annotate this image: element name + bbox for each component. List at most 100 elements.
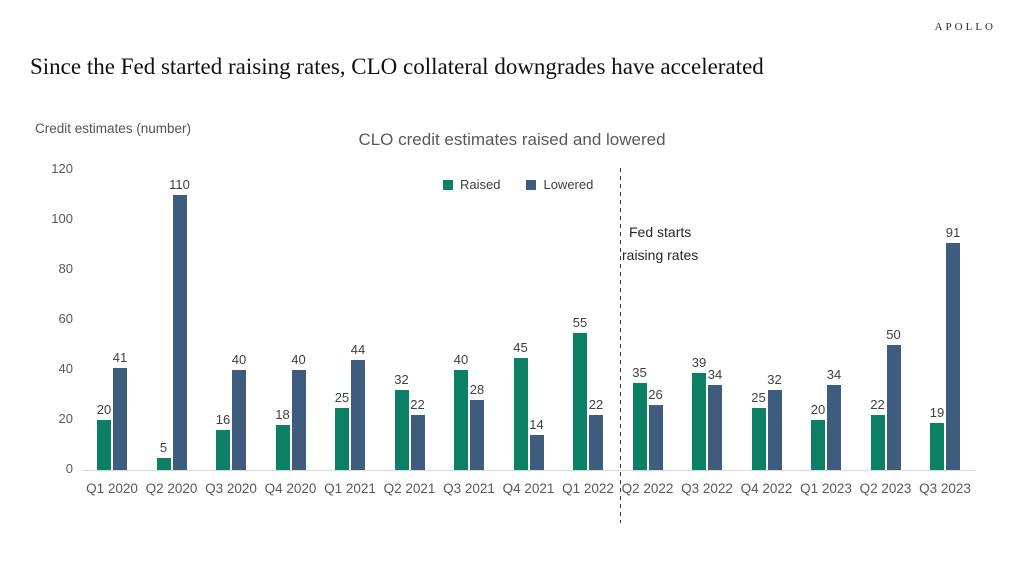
legend-swatch-lowered [526,179,537,190]
bar-value-label: 18 [275,407,290,422]
bar-group: 20 41 Q1 2020 [86,170,138,497]
apollo-logo: APOLLO [934,21,996,33]
bar-value-label: 5 [159,439,168,455]
fed-hike-divider-dashed-line [620,168,621,523]
chart-title: CLO credit estimates raised and lowered [358,130,666,149]
bar-group: 32 22 Q2 2021 [384,170,436,496]
bar-raised [870,415,885,470]
bar-lowered [886,345,901,470]
bar-lowered [589,415,603,470]
bar-value-label: 22 [870,397,885,412]
bar-raised [156,457,171,470]
bar-value-label: 22 [588,397,604,412]
bar-raised [811,420,825,470]
bar-value-label: 41 [112,349,128,365]
bar-raised [573,332,587,470]
x-tick-label: Q1 2020 [86,481,138,496]
bar-value-label: 32 [394,372,409,387]
fed-annotation-line1: Fed starts [629,224,692,240]
bar-group: 55 22 Q1 2022 [562,170,614,497]
x-tick-label: Q2 2020 [145,481,198,496]
bar-value-label: 19 [929,404,945,420]
x-tick-label: Q1 2023 [800,481,852,496]
bar-value-label: 50 [886,327,901,342]
y-tick-label: 0 [65,461,73,476]
legend-swatch-raised [443,179,453,190]
bar-group: 40 28 Q3 2021 [443,170,495,496]
bar-value-label: 44 [350,342,366,357]
x-tick-label: Q3 2022 [681,481,733,496]
bar-raised [692,372,706,470]
bar-value-label: 34 [707,367,723,382]
bar-value-label: 40 [291,352,306,367]
fed-annotation: Fed starts raising rates [622,221,698,266]
bar-group: 25 32 Q4 2022 [741,170,793,496]
bar-value-label: 110 [169,177,190,192]
x-tick-label: Q3 2023 [919,481,971,496]
bar-value-label: 26 [648,387,663,402]
x-tick-label: Q4 2022 [740,481,793,496]
bar-raised [275,425,290,470]
bar-lowered [410,415,425,470]
bar-group: 25 44 Q1 2021 [324,170,376,496]
plot-area: 20 41 Q1 2020 5 110 Q2 2020 16 40 Q3 2020 18 40 Q4 … [82,170,975,497]
x-tick-label: Q2 2023 [859,481,912,496]
bar-group: 19 91 Q3 2023 [919,170,971,497]
x-tick-label: Q4 2020 [264,481,317,496]
bar-lowered [232,370,246,470]
x-tick-label: Q2 2021 [383,481,436,496]
bar-value-label: 22 [410,397,425,412]
bar-raised [930,422,944,470]
bar-raised [751,407,766,470]
bar-value-label: 35 [632,364,647,380]
y-tick-label: 20 [58,411,73,426]
y-tick-label: 40 [58,361,73,376]
x-tick-label: Q3 2021 [443,481,495,496]
bar-value-label: 28 [469,382,485,397]
bar-value-label: 14 [529,417,544,432]
bar-group: 20 34 Q1 2023 [800,170,852,496]
bar-value-label: 39 [691,354,707,370]
bar-value-label: 34 [826,367,842,382]
bar-raised [97,420,111,470]
legend-item-lowered: Lowered [526,177,593,192]
bar-value-label: 25 [751,389,766,405]
x-axis-line [82,470,975,471]
bar-lowered [351,360,365,470]
y-tick-label: 60 [58,311,73,326]
bar-group: 22 50 Q2 2023 [860,170,912,496]
page-title: Since the Fed started raising rates, CLO… [30,54,764,79]
bar-lowered [172,195,187,470]
bar-value-label: 55 [572,314,588,330]
legend-label-raised: Raised [460,177,501,192]
bar-lowered [708,385,722,470]
bar-value-label: 45 [513,339,528,355]
y-axis-unit-label: Credit estimates (number) [35,121,192,136]
y-tick-label: 80 [58,261,73,276]
bar-lowered [470,400,484,470]
bar-lowered [827,385,841,470]
bar-lowered [946,242,960,470]
bar-lowered [113,367,127,470]
legend-label-lowered: Lowered [543,177,594,192]
bar-lowered [291,370,306,470]
bar-raised [335,407,349,470]
bar-group: 16 40 Q3 2020 [205,170,257,496]
bar-value-label: 40 [453,352,469,367]
bar-raised [216,430,230,470]
x-tick-label: Q1 2021 [324,481,376,496]
y-tick-label: 120 [51,161,73,176]
legend-item-raised: Raised [443,177,500,192]
x-tick-label: Q4 2021 [502,481,555,496]
x-tick-label: Q1 2022 [562,481,614,496]
bar-raised [454,370,468,470]
bar-raised [632,382,647,470]
bar-lowered [767,390,782,470]
fed-annotation-line2: raising rates [622,246,699,263]
chart-legend: Raised Lowered [443,177,593,192]
bar-raised [513,357,528,470]
x-tick-label: Q3 2020 [205,481,257,496]
bar-value-label: 20 [96,402,112,417]
bar-raised [394,390,409,470]
bar-group: 39 34 Q3 2022 [681,170,733,497]
